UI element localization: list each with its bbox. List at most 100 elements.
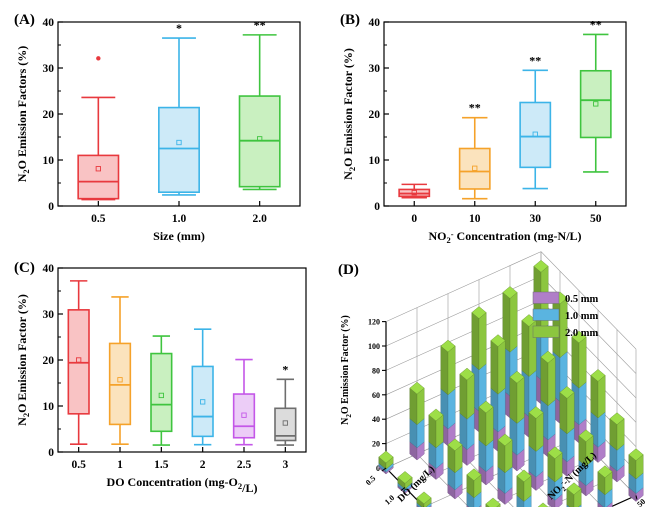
bar-face-right	[466, 412, 475, 451]
bar-face-top	[528, 406, 544, 419]
box-plot-1.0	[158, 37, 200, 196]
bar-face-right	[578, 336, 587, 389]
bar-face-left	[521, 320, 530, 377]
bar-face-right	[497, 387, 506, 433]
bar-face-top	[502, 286, 518, 299]
box-plot-2	[191, 328, 214, 446]
bar-face-right	[416, 387, 425, 426]
z-axis	[382, 321, 387, 469]
x-tick-label: 2	[200, 459, 206, 471]
y-tick-label: 40	[369, 17, 381, 29]
z-tick-label: 0	[376, 464, 380, 473]
bar-face-top	[559, 386, 575, 399]
bar-stack	[497, 433, 513, 505]
bar-face-left	[409, 387, 418, 426]
bar-face-top	[578, 429, 594, 442]
x-tick-label: 0.5	[91, 213, 106, 225]
legend-swatch	[532, 291, 560, 304]
box-body	[77, 154, 120, 200]
y-axis-title: N2O Emission Factors (%)	[15, 46, 31, 183]
bar-face-top	[516, 469, 532, 483]
bar-face-top	[597, 465, 613, 478]
x-axis-title: Size (mm)	[153, 229, 205, 243]
x-tick-label: 3	[282, 459, 288, 471]
mean-marker	[76, 357, 82, 363]
bar-stack	[485, 497, 501, 507]
bar-face-left	[440, 345, 449, 396]
box-body	[232, 393, 256, 439]
panel-b-canvas: (B) 0 10 20 30 40 0 ** 10 ** 30 ** 50 NO2- Concentrat…	[340, 12, 627, 245]
bar-face-top	[397, 471, 413, 484]
box-body	[519, 101, 552, 169]
z-tick-label: 40	[372, 415, 380, 424]
bar-face-right	[497, 340, 506, 395]
y-tick-label: 0	[48, 447, 54, 459]
bar-stack	[566, 482, 582, 507]
panel-tag: (B)	[340, 12, 360, 28]
bar-face-top	[537, 502, 549, 507]
panel-b: (B) 0 10 20 30 40 0 ** 10 ** 30 ** 50 NO2- Concentrat…	[326, 0, 652, 254]
mean-marker	[200, 399, 206, 405]
y-tick-label: 20	[43, 109, 55, 121]
bar-stack	[537, 502, 549, 507]
box-body	[458, 147, 491, 190]
legend: 0.5 mm 1.0 mm 2.0 mm	[532, 291, 598, 339]
bar-face-left	[459, 373, 468, 420]
x-tick-do	[400, 487, 406, 491]
box-plot-0.5	[77, 56, 120, 201]
box-body	[150, 352, 173, 433]
bar-face-right	[516, 376, 525, 424]
significance-marker: *	[176, 21, 182, 35]
bar-face-right	[566, 391, 575, 435]
box-body	[158, 106, 200, 193]
bar-face-right	[578, 381, 587, 426]
bar-stack	[559, 386, 575, 477]
y-tick-label: 30	[369, 63, 381, 75]
mean-marker	[257, 136, 263, 142]
bar-face-top	[490, 334, 506, 347]
mean-marker	[282, 420, 288, 426]
bar-stack	[628, 448, 644, 502]
bar-stack	[416, 491, 432, 507]
x-tick-label: 0.5	[71, 459, 86, 471]
bar-face-top	[497, 433, 513, 447]
panel-tag: (D)	[338, 262, 359, 278]
bar-face-top	[571, 330, 587, 344]
bar-stack	[516, 469, 532, 507]
x-axis-title: DO Concentration (mg-O2/L)	[107, 475, 258, 495]
y-axis-title: N2O Emission Factor (%)	[341, 48, 357, 180]
bar-stack	[397, 471, 413, 494]
bar-face-top	[533, 259, 549, 273]
bar-face-left	[528, 412, 537, 452]
bar-face-top	[428, 408, 444, 422]
box-plot-10	[458, 116, 491, 200]
panel-a-canvas: (A) 0 10 20 30 40 0.5 * 1.0 ** 2.0 Size (mm) N2O Emi…	[14, 12, 301, 243]
bar-stack	[528, 406, 544, 491]
x-tick-label: 2.0	[252, 213, 267, 225]
box-plot-2.5	[232, 358, 256, 446]
bar-face-top	[509, 370, 525, 384]
bar-face-right	[535, 412, 544, 452]
bar-stack	[447, 438, 463, 500]
significance-marker: *	[282, 362, 288, 376]
mean-marker	[176, 139, 182, 146]
x-tick-label: 0	[411, 213, 417, 225]
bar-face-right	[478, 312, 487, 371]
bar-stack	[590, 369, 606, 463]
bar-face-top	[466, 468, 482, 481]
y-tick-no2	[635, 495, 638, 500]
box-body	[274, 407, 297, 442]
bar-face-top	[566, 482, 582, 495]
y-tick-label: 10	[369, 155, 381, 167]
box-body	[191, 365, 214, 438]
x-tick-label: 1	[117, 459, 123, 471]
x-axis-title: NO2- Concentration (mg-N/L)	[428, 229, 581, 245]
x-tick-label: 1.5	[154, 459, 169, 471]
panel-tag: (A)	[14, 12, 35, 28]
x-tick-label-do: 1.0	[383, 493, 396, 506]
bar-face-top	[459, 367, 475, 381]
z-tick-label: 60	[372, 391, 380, 400]
bar-face-top	[378, 450, 394, 464]
y-tick-label: 0	[374, 201, 380, 213]
mean-marker	[411, 190, 417, 196]
